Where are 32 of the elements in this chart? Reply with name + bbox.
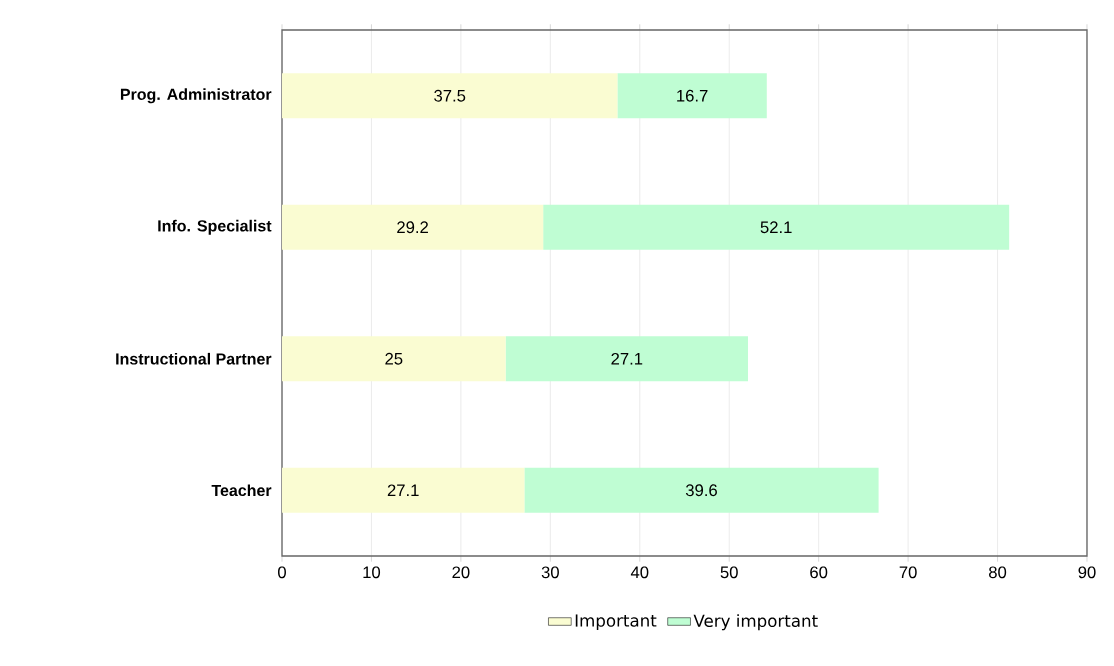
data-label: 29.2 [397, 221, 428, 234]
data-label: 16.7 [677, 89, 708, 102]
bar [282, 73, 618, 119]
y-tick-label: Instructional Partner [116, 352, 272, 365]
x-tick-label: 70 [899, 566, 917, 579]
x-tick-label: 10 [363, 566, 381, 579]
y-tick-label: Info. Specialist [158, 219, 272, 235]
bar [282, 467, 525, 513]
legend-label: Very important [693, 614, 818, 631]
bar [543, 204, 1010, 250]
x-tick-label: 0 [278, 566, 286, 579]
x-tick-label: 30 [541, 566, 559, 579]
bar [617, 73, 767, 119]
bar [282, 336, 506, 382]
y-tick-label: Teacher [211, 484, 272, 497]
y-tick-label: Prog. Administrator [120, 88, 272, 104]
x-tick-label: 60 [810, 566, 828, 579]
bar [505, 336, 748, 382]
x-tick-label: 40 [630, 566, 649, 579]
x-tick-label: 50 [720, 566, 738, 579]
data-label: 39.6 [685, 484, 717, 497]
data-label: 27.1 [387, 484, 419, 497]
data-label: 52.1 [760, 221, 792, 234]
x-tick-label: 90 [1078, 566, 1096, 579]
data-label: 37.5 [434, 89, 466, 102]
x-tick-label: 20 [452, 566, 470, 579]
x-tick-label: 80 [989, 566, 1007, 579]
data-label: 27.1 [611, 352, 643, 365]
data-label: 25 [385, 352, 403, 365]
legend-label: Important [575, 614, 657, 631]
bar [524, 467, 879, 513]
bar [282, 204, 544, 250]
